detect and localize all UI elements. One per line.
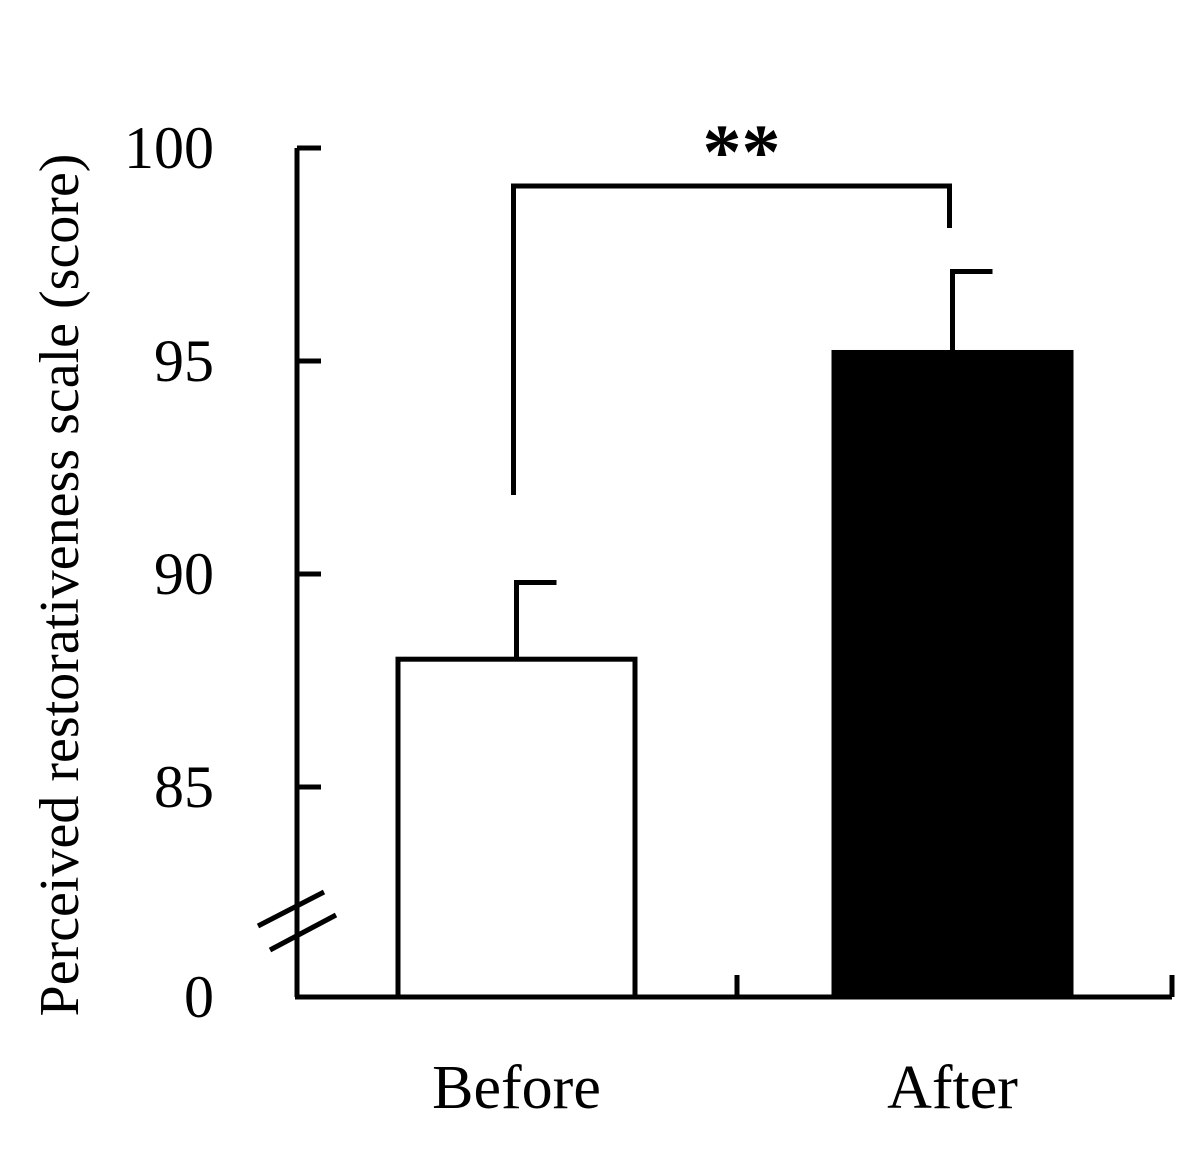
bar-before [395, 656, 638, 1000]
axis-break-mark [268, 912, 338, 953]
y-tick-label: 95 [154, 328, 214, 394]
y-tick-label-baseline: 0 [184, 964, 214, 1030]
x-tick-label-before: Before [432, 1054, 601, 1122]
y-tick-label: 100 [124, 115, 214, 181]
bar-after [831, 349, 1074, 1000]
y-tick-label: 85 [154, 754, 214, 820]
y-tick-label: 90 [154, 541, 214, 607]
significance-bracket [511, 183, 952, 495]
significance-label: ** [703, 108, 781, 195]
y-axis-label: Perceived restorativeness scale (score) [29, 154, 91, 1017]
axis-break-mark [256, 889, 326, 929]
x-tick-label-after: After [887, 1054, 1018, 1122]
